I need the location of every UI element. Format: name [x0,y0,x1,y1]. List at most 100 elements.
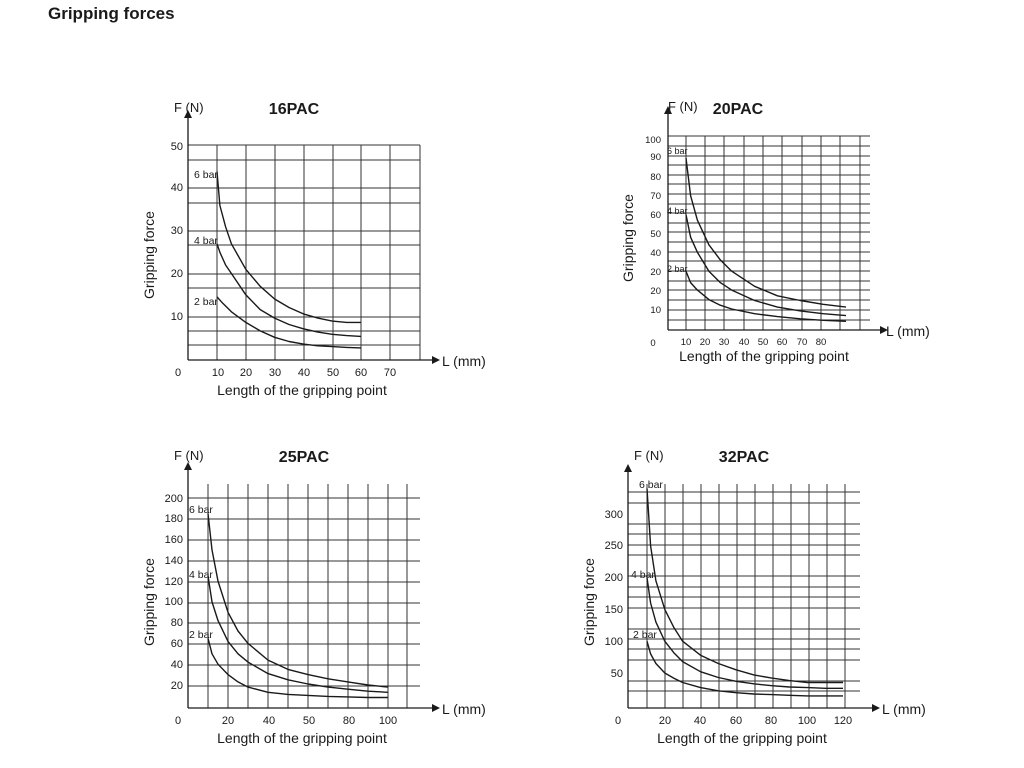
x-axis-unit-label: L (mm) [882,701,926,717]
x-tick-label: 100 [379,715,397,727]
series-label: 4 bar [194,235,218,247]
y-axis-label: Gripping force [620,194,636,282]
x-axis-arrow-icon [432,704,440,712]
chart-title: 16PAC [269,101,320,118]
x-tick-label: 120 [834,715,852,727]
x-axis-label: Length of the gripping point [217,730,387,746]
x-axis-label: Length of the gripping point [679,348,849,364]
x-tick-label: 80 [343,715,355,727]
page-title: Gripping forces [48,4,175,23]
y-tick-label: 60 [171,638,183,650]
x-tick-label: 70 [384,367,396,379]
x-tick-label: 30 [269,367,281,379]
x-axis-unit-label: L (mm) [442,701,486,717]
y-tick-label: 80 [650,172,661,183]
x-axis-label: Length of the gripping point [217,382,387,398]
y-tick-label: 10 [650,305,661,316]
y-tick-label: 100 [645,135,661,146]
y-tick-label: 90 [650,152,661,163]
x-tick-label: 60 [355,367,367,379]
y-axis-arrow-icon [664,106,672,114]
series-label: 6 bar [667,146,688,156]
series-label: 4 bar [631,569,655,581]
y-axis-label: Gripping force [581,558,597,646]
x-axis-label: Length of the gripping point [657,730,827,746]
x-tick-label: 10 [681,337,692,348]
x-axis-arrow-icon [880,326,888,334]
series-line-4-bar [646,577,843,689]
series-label: 2 bar [667,264,688,274]
y-axis-arrow-icon [184,110,192,118]
y-tick-label: 150 [605,604,623,616]
y-tick-label: 40 [650,248,661,259]
x-tick-label: 20 [659,715,671,727]
y-axis-label: Gripping force [141,558,157,646]
series-label: 2 bar [189,629,213,641]
y-tick-label: 200 [605,572,623,584]
series-line-6-bar [646,488,843,684]
y-tick-label: 30 [171,225,183,237]
x-tick-label: 100 [798,715,816,727]
chart-16pac: 16PAC F (N) Gripping force L (mm) Length of … [141,100,486,398]
y-tick-label: 80 [171,617,183,629]
y-tick-label: 20 [650,286,661,297]
series-line-4-bar [216,243,362,338]
series-label: 2 bar [194,296,218,308]
y-tick-label: 180 [165,513,183,525]
y-axis-label: Gripping force [141,211,157,299]
chart-32pac: 32PAC F (N) Gripping force L (mm) Length of … [581,448,926,746]
x-tick-label: 40 [263,715,275,727]
y-axis-arrow-icon [184,462,192,470]
chart-25pac: 25PAC F (N) Gripping force L (mm) Length of … [141,448,486,746]
x-axis-unit-label: L (mm) [442,353,486,369]
y-tick-label: 40 [171,659,183,671]
y-tick-label: 20 [171,268,183,280]
series-label: 2 bar [633,629,657,641]
x-tick-label: 20 [700,337,711,348]
x-tick-label: 80 [765,715,777,727]
series-line-4-bar [207,575,389,693]
origin-label: 0 [175,715,181,727]
series-line-2-bar [685,270,847,322]
y-tick-label: 50 [650,229,661,240]
x-tick-label: 40 [694,715,706,727]
x-axis-unit-label: L (mm) [886,323,930,339]
chart-20pac: 20PAC F (N) Gripping force L (mm) Length of … [620,99,930,364]
series-label: 6 bar [194,169,218,181]
origin-label: 0 [615,715,621,727]
x-tick-label: 30 [719,337,730,348]
origin-label: 0 [650,338,655,349]
y-tick-label: 140 [165,555,183,567]
y-tick-label: 200 [165,493,183,505]
x-axis-arrow-icon [872,704,880,712]
series-line-2-bar [646,641,843,697]
x-tick-label: 40 [298,367,310,379]
x-axis-arrow-icon [432,356,440,364]
series-line-6-bar [685,157,847,308]
series-line-2-bar [216,296,362,349]
y-axis-short-label: F (N) [174,448,204,463]
y-tick-label: 50 [611,668,623,680]
series-line-6-bar [216,171,361,324]
y-tick-label: 50 [171,141,183,153]
y-tick-label: 10 [171,311,183,323]
y-tick-label: 250 [605,540,623,552]
x-tick-label: 50 [327,367,339,379]
series-line-6-bar [207,513,389,688]
x-tick-label: 60 [777,337,788,348]
x-tick-label: 60 [730,715,742,727]
chart-title: 32PAC [719,449,770,466]
series-label: 6 bar [189,504,213,516]
y-tick-label: 60 [650,210,661,221]
x-tick-label: 40 [739,337,750,348]
y-axis-short-label: F (N) [634,448,664,463]
origin-label: 0 [175,367,181,379]
y-tick-label: 100 [605,636,623,648]
y-tick-label: 40 [171,182,183,194]
x-tick-label: 20 [222,715,234,727]
y-tick-label: 300 [605,509,623,521]
y-tick-label: 70 [650,191,661,202]
series-label: 4 bar [189,569,213,581]
chart-title: 25PAC [279,449,330,466]
